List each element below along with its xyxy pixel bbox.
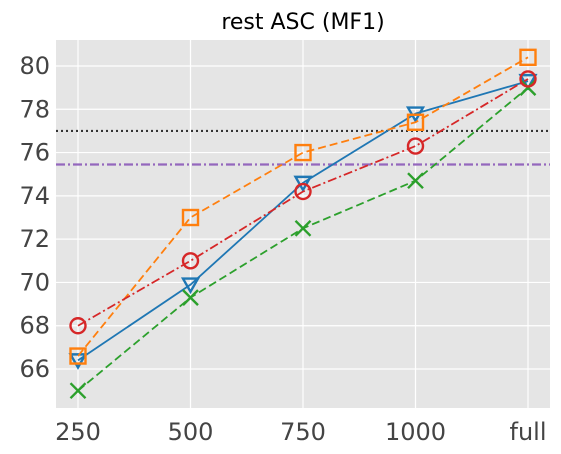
data-point-triangle — [293, 175, 313, 193]
data-point-circle — [519, 70, 537, 88]
reference-lines — [56, 129, 550, 166]
x-tick-label: 500 — [168, 418, 214, 446]
x-tick-label: 750 — [280, 418, 326, 446]
y-tick-label: 66 — [19, 355, 50, 383]
data-point-x — [69, 382, 87, 400]
x-axis-ticks: 250 500 750 1000 full — [55, 418, 546, 446]
y-tick-label: 70 — [19, 268, 50, 296]
series-1 — [69, 48, 537, 365]
data-point-triangle — [180, 277, 201, 295]
data-point-x — [182, 289, 199, 306]
y-axis-ticks: 66 68 70 72 74 76 78 80 — [19, 52, 50, 383]
chart-title: rest ASC (MF1) — [221, 10, 384, 35]
y-tick-label: 78 — [19, 95, 50, 123]
series-line — [77, 78, 529, 327]
data-point-circle — [294, 182, 312, 201]
x-tick-label: 1000 — [385, 418, 446, 446]
data-point-circle — [406, 137, 425, 155]
data-point-circle — [69, 317, 87, 335]
data-point-square — [406, 113, 425, 131]
data-point-square — [294, 143, 312, 162]
x-tick-label: full — [510, 418, 547, 446]
y-tick-label: 72 — [19, 225, 50, 253]
data-point-circle — [181, 252, 200, 270]
x-tick-label: 250 — [55, 418, 101, 446]
y-tick-label: 76 — [19, 139, 50, 167]
data-point-square — [519, 48, 537, 67]
y-tick-label: 68 — [19, 312, 50, 340]
series-3 — [69, 70, 537, 335]
data-point-triangle — [518, 73, 538, 91]
data-point-x — [294, 219, 312, 237]
data-point-triangle — [68, 353, 88, 370]
y-tick-label: 80 — [19, 52, 50, 80]
data-point-x — [407, 172, 424, 190]
series-group — [68, 48, 538, 400]
data-point-square — [69, 347, 87, 365]
y-tick-label: 74 — [19, 182, 50, 210]
data-point-square — [181, 208, 200, 227]
series-line — [77, 56, 529, 357]
